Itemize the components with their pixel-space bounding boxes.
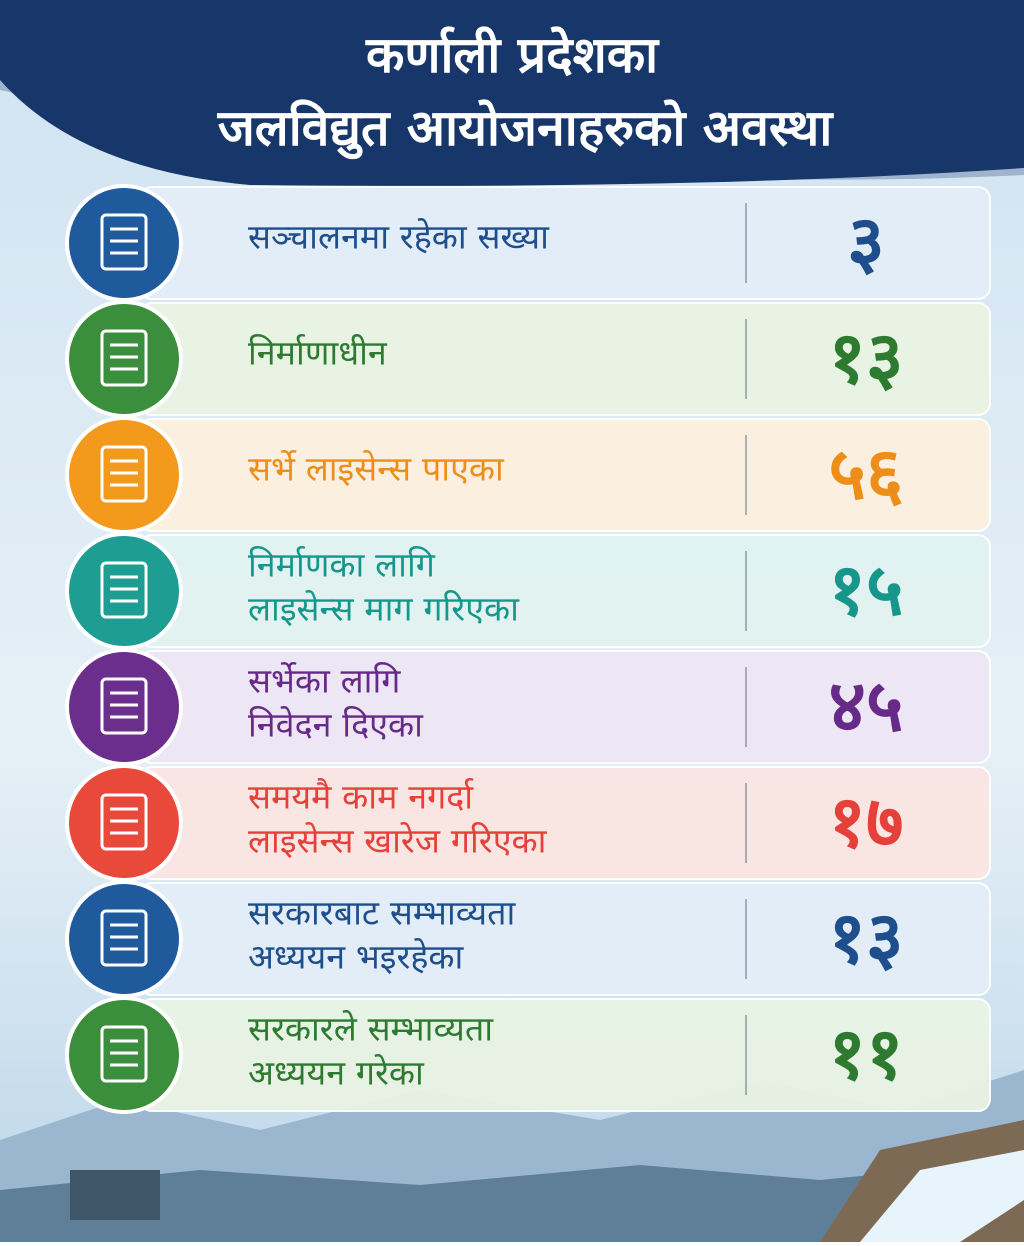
- icon-circle: [69, 1000, 179, 1110]
- row-value: १५: [829, 548, 904, 632]
- row-value: १७: [829, 780, 904, 864]
- building: [70, 1170, 160, 1220]
- header-band: [0, 0, 1024, 186]
- row-label: निर्माणाधीन: [248, 334, 388, 374]
- row-label: अध्ययन गरेका: [248, 1054, 425, 1094]
- row-label: सर्भेका लागि: [248, 662, 401, 702]
- icon-circle: [69, 768, 179, 878]
- icon-circle: [69, 536, 179, 646]
- icon-glyph: [100, 561, 148, 619]
- row-label: निर्माणका लागि: [248, 546, 436, 586]
- row-value: १३: [829, 316, 904, 400]
- row-value: ३: [847, 200, 884, 284]
- row-label: सर्भे लाइसेन्स पाएका: [248, 450, 505, 490]
- icon-glyph: [100, 1025, 148, 1083]
- icon-circle: [69, 420, 179, 530]
- icon-glyph: [100, 677, 148, 735]
- row-label: सरकारले सम्भाव्यता: [248, 1010, 494, 1050]
- icon-glyph: [100, 909, 148, 967]
- icon-circle: [69, 188, 179, 298]
- icon-circle: [69, 884, 179, 994]
- row-value: ५६: [829, 432, 904, 516]
- icon-circle: [69, 304, 179, 414]
- row-label: समयमै काम नगर्दा: [248, 778, 474, 818]
- row-label: निवेदन दिएका: [248, 706, 424, 746]
- row-label: सञ्चालनमा रहेका सख्या: [248, 218, 550, 258]
- title-line: कर्णाली प्रदेशका: [365, 26, 660, 84]
- icon-circle: [69, 652, 179, 762]
- row-label: लाइसेन्स माग गरिएका: [248, 590, 520, 630]
- row-value: १३: [829, 896, 904, 980]
- icon-glyph: [100, 213, 148, 271]
- icon-glyph: [100, 329, 148, 387]
- row-label: लाइसेन्स खारेज गरिएका: [248, 822, 548, 862]
- row-value: ११: [829, 1012, 904, 1096]
- row-label: सरकारबाट सम्भाव्यता: [248, 894, 516, 934]
- hills: [0, 1160, 1024, 1242]
- row-value: ४५: [829, 664, 904, 748]
- title-line: जलविद्युत आयोजनाहरुको अवस्था: [217, 99, 835, 160]
- waterfall: [860, 1150, 1024, 1242]
- row-label: अध्ययन भइरहेका: [248, 938, 465, 978]
- icon-glyph: [100, 445, 148, 503]
- icon-glyph: [100, 793, 148, 851]
